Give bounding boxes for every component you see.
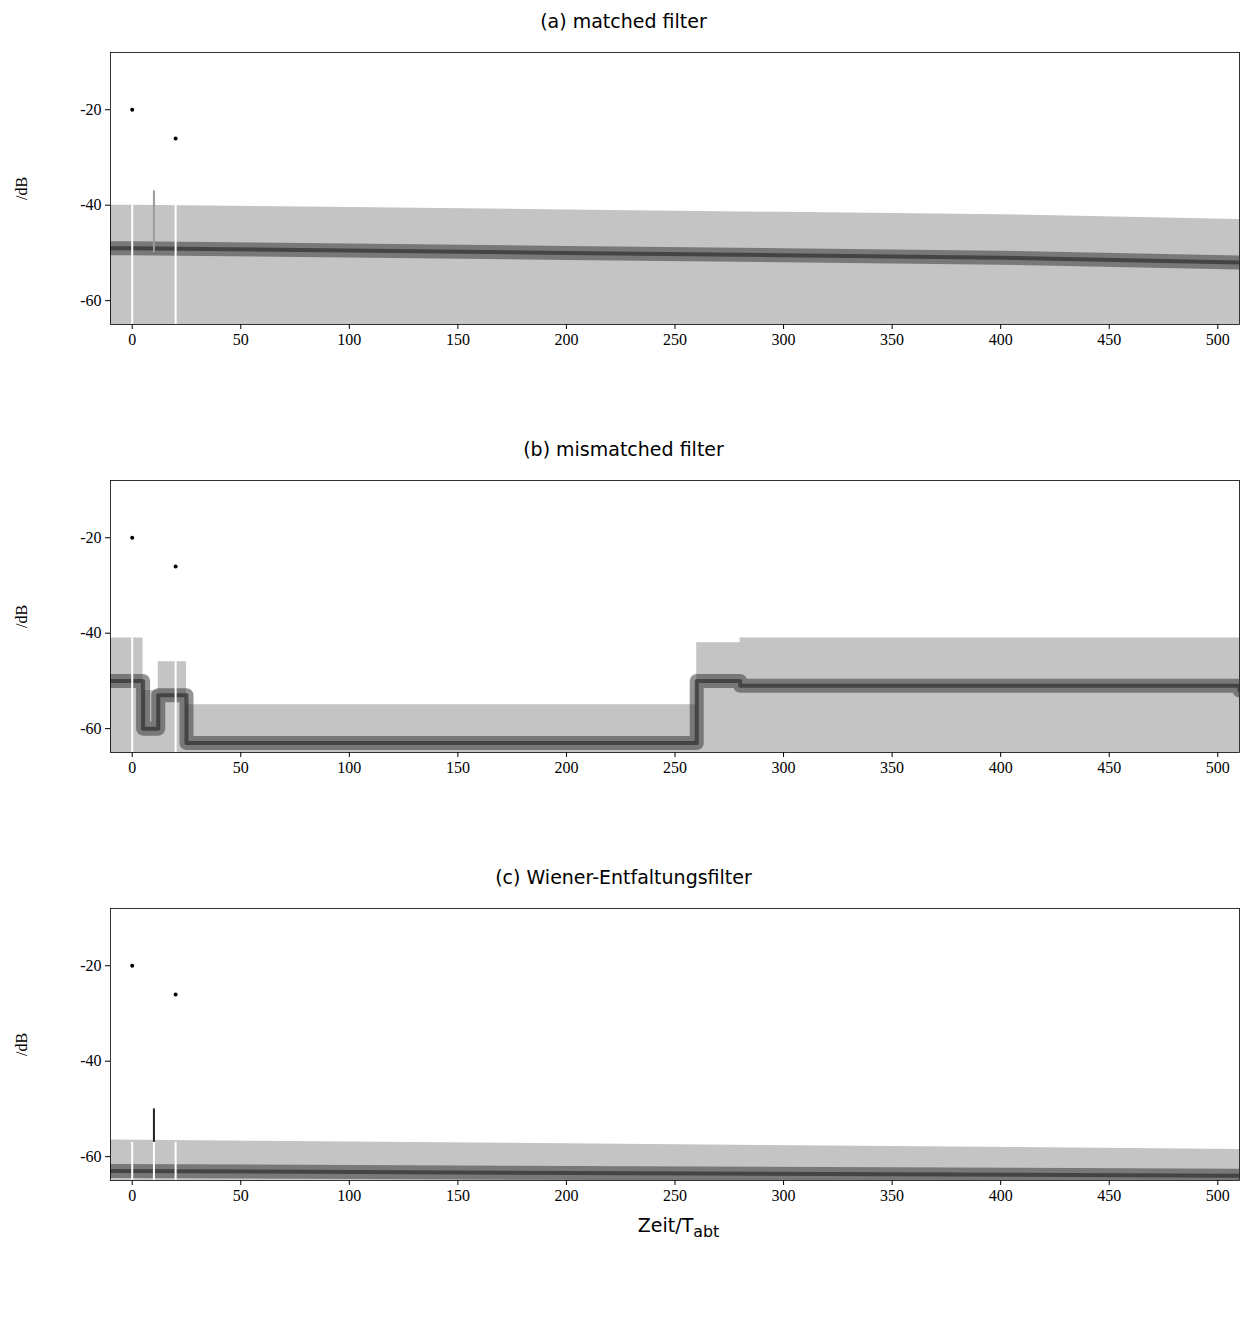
svg-text:-20: -20 <box>80 101 101 118</box>
svg-text:/dB: /dB <box>13 177 30 200</box>
svg-text:0: 0 <box>128 1187 136 1204</box>
svg-text:500: 500 <box>1206 1187 1230 1204</box>
svg-text:500: 500 <box>1206 331 1230 348</box>
svg-text:100: 100 <box>337 1187 361 1204</box>
svg-text:-40: -40 <box>80 196 101 213</box>
svg-text:50: 50 <box>233 1187 249 1204</box>
svg-text:0: 0 <box>128 331 136 348</box>
svg-text:450: 450 <box>1097 759 1121 776</box>
html-text:(b) mismatched filter: (b) mismatched filter <box>523 438 724 460</box>
svg-text:250: 250 <box>663 331 687 348</box>
svg-text:150: 150 <box>446 1187 470 1204</box>
svg-text:-40: -40 <box>80 1052 101 1069</box>
svg-text:100: 100 <box>337 331 361 348</box>
svg-text:300: 300 <box>772 331 796 348</box>
svg-text:150: 150 <box>446 331 470 348</box>
svg-text:-20: -20 <box>80 957 101 974</box>
html-text:(c) Wiener-Entfaltungsfilter: (c) Wiener-Entfaltungsfilter <box>495 866 752 888</box>
svg-text:400: 400 <box>989 1187 1013 1204</box>
svg-text:250: 250 <box>663 759 687 776</box>
svg-text:500: 500 <box>1206 759 1230 776</box>
svg-text:200: 200 <box>554 759 578 776</box>
svg-text:-60: -60 <box>80 292 101 309</box>
svg-text:/dB: /dB <box>13 1033 30 1056</box>
svg-text:50: 50 <box>233 759 249 776</box>
svg-text:350: 350 <box>880 331 904 348</box>
svg-text:-40: -40 <box>80 624 101 641</box>
svg-text:/dB: /dB <box>13 605 30 628</box>
html-text:Zeit/Tabt: Zeit/Tabt <box>637 1214 720 1241</box>
svg-text:250: 250 <box>663 1187 687 1204</box>
svg-text:200: 200 <box>554 331 578 348</box>
svg-text:100: 100 <box>337 759 361 776</box>
svg-text:0: 0 <box>128 759 136 776</box>
svg-text:-60: -60 <box>80 1148 101 1165</box>
svg-text:200: 200 <box>554 1187 578 1204</box>
svg-text:50: 50 <box>233 331 249 348</box>
svg-text:300: 300 <box>772 759 796 776</box>
svg-text:400: 400 <box>989 331 1013 348</box>
svg-text:450: 450 <box>1097 1187 1121 1204</box>
svg-text:400: 400 <box>989 759 1013 776</box>
svg-text:-60: -60 <box>80 720 101 737</box>
svg-text:300: 300 <box>772 1187 796 1204</box>
svg-text:350: 350 <box>880 759 904 776</box>
html-text:(a) matched filter: (a) matched filter <box>540 10 707 32</box>
svg-text:450: 450 <box>1097 331 1121 348</box>
svg-text:-20: -20 <box>80 529 101 546</box>
svg-text:150: 150 <box>446 759 470 776</box>
svg-text:350: 350 <box>880 1187 904 1204</box>
